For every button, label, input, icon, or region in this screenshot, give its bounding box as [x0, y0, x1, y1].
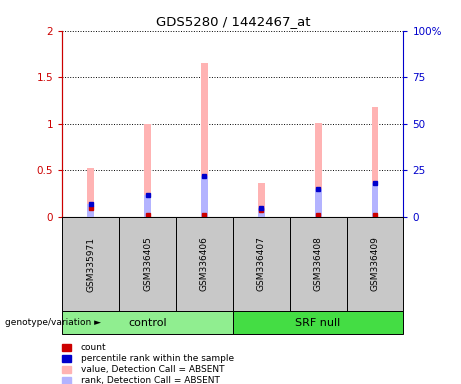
Text: GSM336405: GSM336405 — [143, 237, 152, 291]
Text: genotype/variation ►: genotype/variation ► — [5, 318, 100, 327]
Text: GSM336407: GSM336407 — [257, 237, 266, 291]
Text: value, Detection Call = ABSENT: value, Detection Call = ABSENT — [81, 365, 224, 374]
Text: count: count — [81, 343, 106, 353]
Bar — [87, 167, 94, 217]
Bar — [315, 123, 321, 217]
Bar — [87, 204, 94, 217]
Text: GSM336409: GSM336409 — [371, 237, 379, 291]
Text: GSM336406: GSM336406 — [200, 237, 209, 291]
Bar — [315, 189, 321, 217]
Bar — [372, 182, 378, 217]
Text: control: control — [128, 318, 167, 328]
Text: SRF null: SRF null — [296, 318, 341, 328]
Text: rank, Detection Call = ABSENT: rank, Detection Call = ABSENT — [81, 376, 219, 384]
Bar — [372, 107, 378, 217]
Bar — [201, 176, 208, 217]
Text: GSM336408: GSM336408 — [313, 237, 323, 291]
Title: GDS5280 / 1442467_at: GDS5280 / 1442467_at — [155, 15, 310, 28]
Bar — [144, 124, 151, 217]
Bar — [201, 63, 208, 217]
Text: GSM335971: GSM335971 — [86, 237, 95, 291]
Bar — [258, 182, 265, 217]
Text: percentile rank within the sample: percentile rank within the sample — [81, 354, 234, 363]
Bar — [144, 195, 151, 217]
Bar — [258, 208, 265, 217]
